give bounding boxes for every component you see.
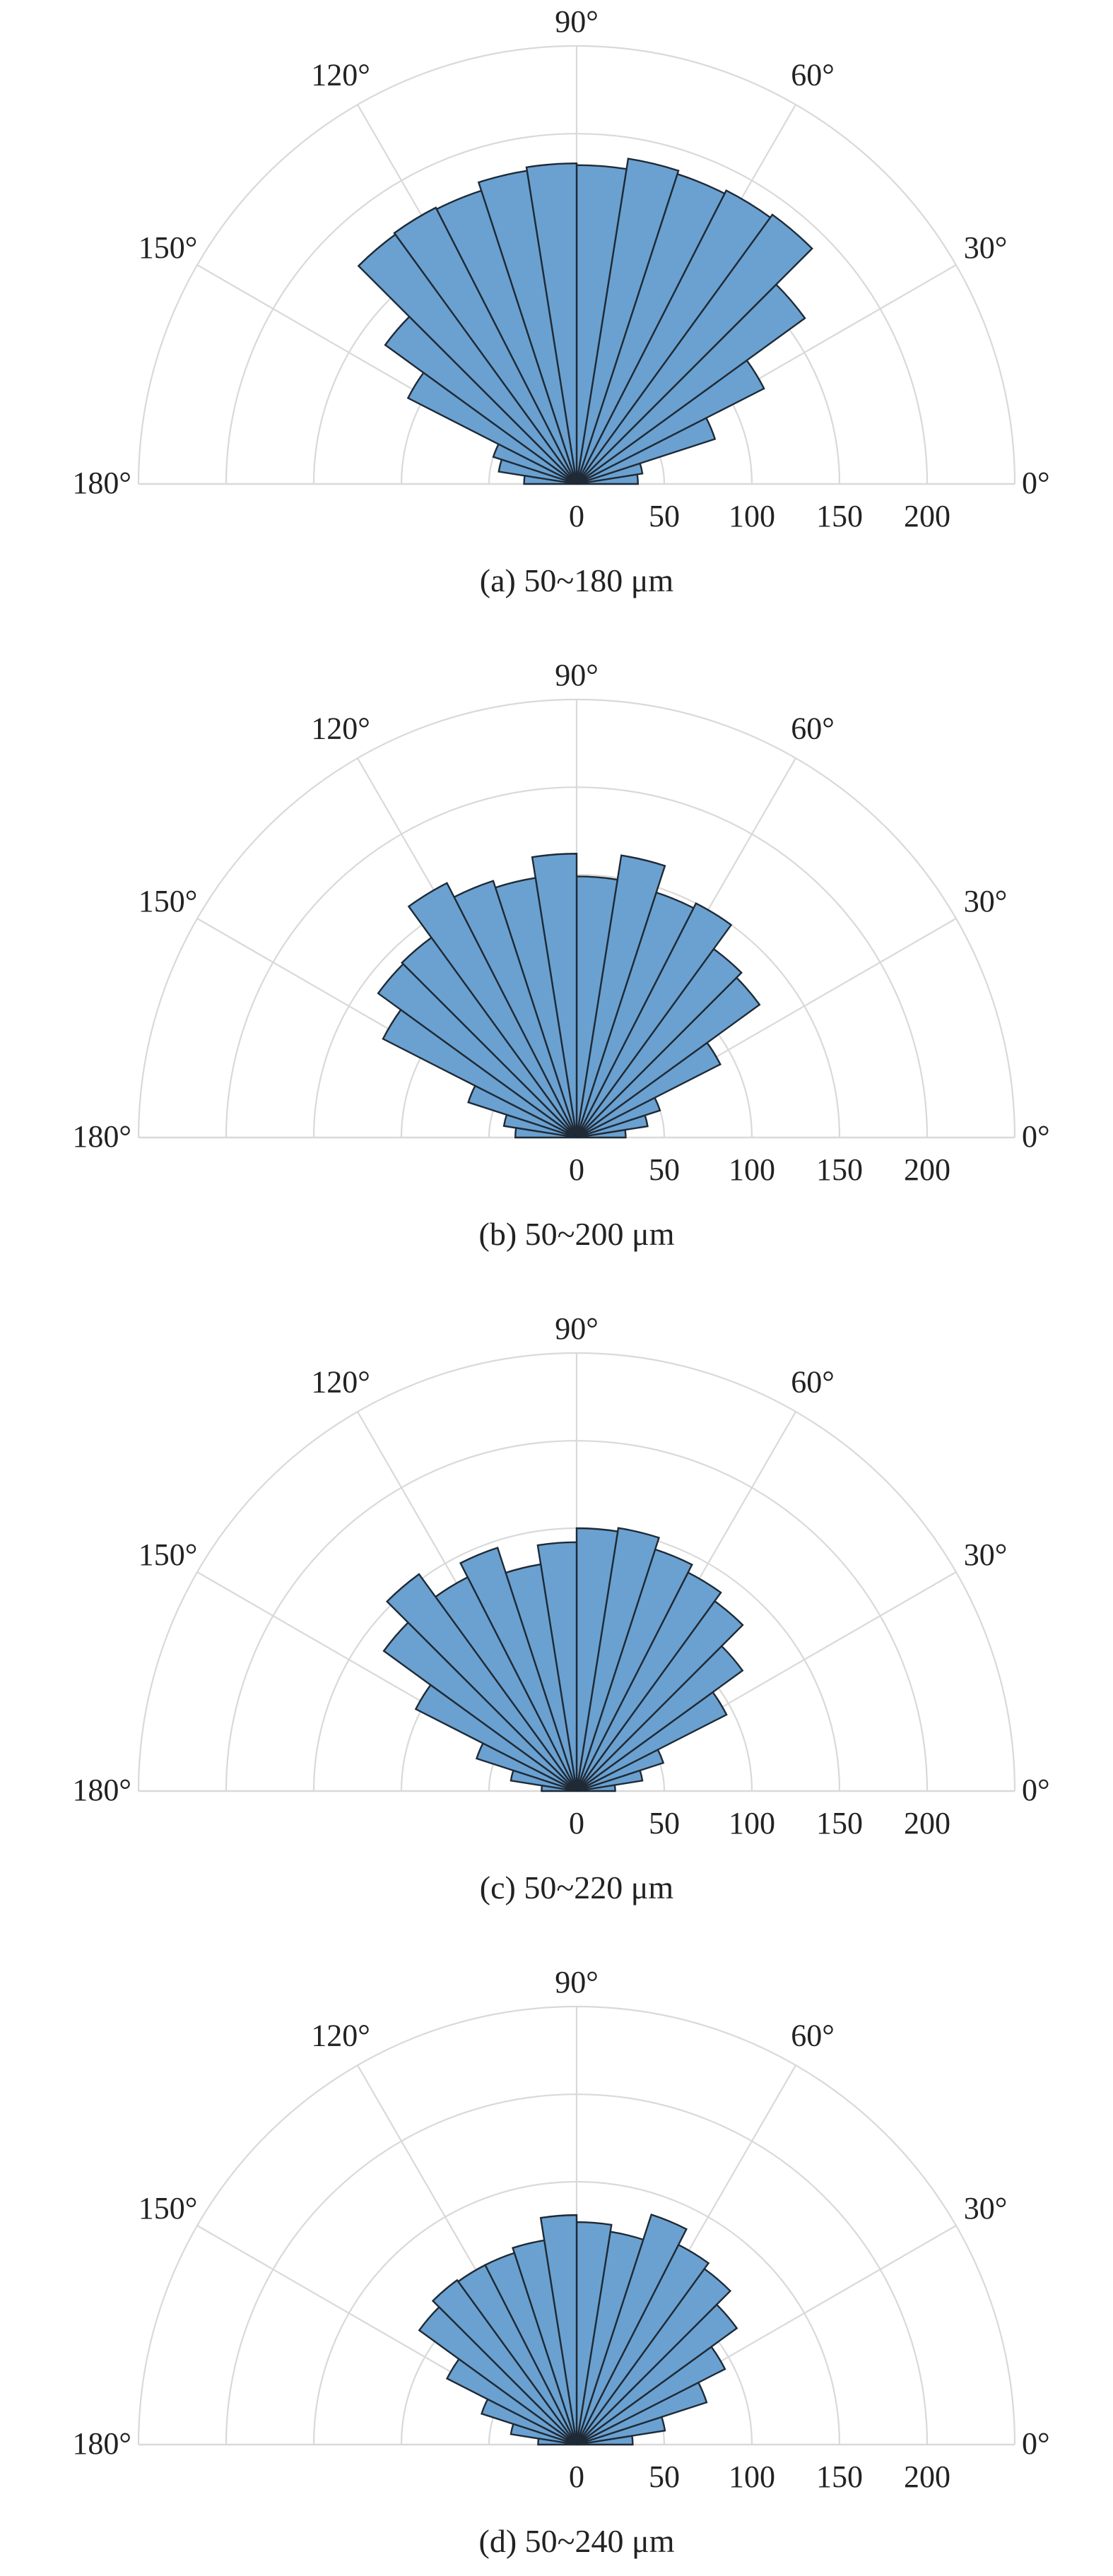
r-tick-label: 0	[569, 2459, 584, 2494]
histogram-wedge	[481, 2398, 577, 2446]
r-tick-label: 100	[729, 499, 775, 533]
panel-caption: (b) 50~200 μm	[479, 1216, 675, 1252]
r-tick-label: 100	[729, 2459, 775, 2494]
histogram-wedge	[541, 1784, 577, 1792]
histogram-wedge	[407, 882, 578, 1138]
theta-tick-label: 180°	[72, 1773, 131, 1807]
histogram-wedge	[386, 1573, 577, 1792]
theta-tick-label: 90°	[555, 1311, 599, 1346]
histogram-wedge	[576, 213, 813, 485]
panel-caption: (d) 50~240 μm	[479, 2523, 675, 2559]
theta-tick-label: 0°	[1022, 466, 1050, 500]
theta-tick-label: 180°	[72, 466, 131, 500]
r-tick-label: 0	[569, 1806, 584, 1841]
histogram-wedge	[357, 233, 577, 485]
theta-tick-label: 120°	[311, 1365, 370, 1400]
theta-tick-label: 90°	[555, 1965, 599, 1999]
theta-tick-label: 60°	[791, 1365, 835, 1400]
histogram-wedge	[459, 1547, 578, 1792]
theta-tick-label: 60°	[791, 2019, 835, 2053]
histogram-wedge	[477, 170, 578, 485]
theta-tick-label: 0°	[1022, 1119, 1050, 1154]
histogram-wedge	[575, 1527, 661, 1792]
panel-caption: (a) 50~180 μm	[480, 562, 674, 598]
histogram-wedge	[445, 2358, 577, 2446]
r-tick-label: 100	[729, 1152, 775, 1187]
r-tick-label: 0	[569, 499, 584, 533]
r-tick-label: 150	[816, 499, 863, 533]
theta-tick-label: 30°	[964, 230, 1008, 265]
theta-tick-label: 180°	[72, 2426, 131, 2461]
r-tick-label: 200	[904, 1152, 950, 1187]
theta-tick-label: 0°	[1022, 1773, 1050, 1807]
histogram-wedge	[492, 443, 577, 485]
histogram-wedge	[406, 371, 577, 485]
histogram-wedge	[382, 1621, 577, 1792]
r-tick-label: 150	[816, 1806, 863, 1841]
histogram-wedge	[575, 902, 733, 1138]
polar-panel-b: 0° 30° 60° 90° 120° 150° 180° 0 50 100 150 200 (b) 5…	[72, 658, 1049, 1252]
histogram-wedge	[393, 206, 578, 485]
histogram-wedge	[431, 2279, 577, 2445]
histogram-wedge	[575, 854, 666, 1138]
panel-caption: (c) 50~220 μm	[480, 1869, 674, 1906]
r-tick-label: 200	[904, 2459, 950, 2494]
r-tick-label: 50	[649, 499, 680, 533]
r-tick-label: 150	[816, 1152, 863, 1187]
histogram-wedge	[575, 158, 680, 485]
histogram-wedge	[575, 2213, 688, 2445]
theta-tick-label: 120°	[311, 711, 370, 746]
theta-tick-label: 30°	[964, 2191, 1008, 2226]
histogram-wedge	[514, 1127, 577, 1139]
histogram-wedge	[537, 2438, 577, 2446]
theta-tick-label: 150°	[139, 884, 198, 918]
histogram-wedge	[377, 962, 577, 1138]
r-tick-label: 200	[904, 499, 950, 533]
theta-tick-label: 180°	[72, 1119, 131, 1154]
theta-tick-label: 120°	[311, 2019, 370, 2053]
theta-tick-label: 150°	[139, 1537, 198, 1572]
r-tick-label: 50	[649, 2459, 680, 2494]
histogram-wedge	[497, 458, 577, 485]
histogram-wedge	[418, 2305, 577, 2445]
histogram-wedge	[467, 1085, 577, 1139]
histogram-wedge	[401, 936, 577, 1138]
histogram-wedge	[384, 315, 577, 485]
r-tick-label: 100	[729, 1806, 775, 1841]
r-tick-label: 150	[816, 2459, 863, 2494]
theta-tick-label: 0°	[1022, 2426, 1050, 2461]
histogram-wedge	[575, 1527, 619, 1792]
histogram-wedge	[510, 1769, 577, 1792]
theta-tick-label: 150°	[139, 2191, 198, 2226]
polar-panel-d: 0° 30° 60° 90° 120° 150° 180° 0 50 100 150 200 (d) 5…	[72, 1965, 1049, 2559]
theta-tick-label: 90°	[555, 4, 599, 39]
polar-panel-c: 0° 30° 60° 90° 120° 150° 180° 0 50 100 150 200 (c) 5…	[72, 1311, 1049, 1906]
theta-tick-label: 30°	[964, 884, 1008, 918]
theta-tick-label: 120°	[311, 58, 370, 93]
theta-tick-label: 60°	[791, 58, 835, 93]
theta-tick-label: 30°	[964, 1537, 1008, 1572]
polar-panel-a: 0° 30° 60° 90° 120° 150° 180° 0 50 100 150 200 (a) 5…	[72, 4, 1049, 598]
theta-tick-label: 90°	[555, 658, 599, 692]
r-tick-label: 200	[904, 1806, 950, 1841]
r-tick-label: 50	[649, 1806, 680, 1841]
theta-tick-label: 150°	[139, 230, 198, 265]
histogram-wedge	[523, 474, 577, 485]
histogram-wedge	[510, 2423, 577, 2446]
histogram-wedge	[414, 1684, 577, 1792]
r-tick-label: 50	[649, 1152, 680, 1187]
theta-tick-label: 60°	[791, 711, 835, 746]
r-tick-label: 0	[569, 1152, 584, 1187]
histogram-wedge	[475, 1742, 577, 1792]
histogram-wedge	[382, 1008, 577, 1139]
histogram-wedge	[575, 189, 772, 485]
histogram-wedge	[502, 1113, 577, 1139]
